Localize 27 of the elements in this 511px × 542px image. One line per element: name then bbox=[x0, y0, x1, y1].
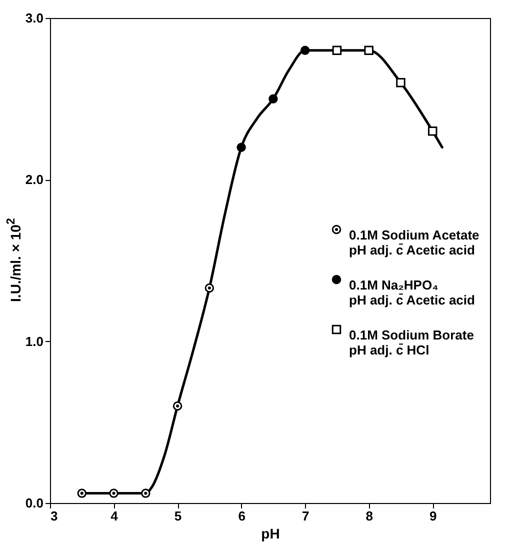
x-tick-label: 4 bbox=[110, 508, 119, 524]
y-tick-label: 2.0 bbox=[25, 172, 44, 188]
point bbox=[204, 283, 214, 293]
point bbox=[141, 488, 150, 498]
x-tick-label: 8 bbox=[366, 508, 373, 524]
x-tick-label: 6 bbox=[238, 508, 246, 524]
point bbox=[77, 488, 87, 498]
x-axis-title: pH bbox=[261, 526, 280, 542]
point bbox=[332, 46, 342, 55]
x-tick-label: 3 bbox=[50, 508, 58, 524]
point bbox=[428, 126, 438, 136]
y-tick-label: 3.0 bbox=[25, 10, 44, 26]
point bbox=[172, 401, 182, 411]
x-tick-label: 7 bbox=[302, 508, 310, 524]
point bbox=[236, 142, 246, 152]
point bbox=[268, 94, 278, 104]
point bbox=[364, 46, 374, 55]
legend-label: 0.1M Sodium Acetate pH adj. c̄ Acetic acid bbox=[349, 228, 480, 258]
x-tick-label: 5 bbox=[174, 508, 182, 524]
y-tick-label: 1.0 bbox=[25, 334, 44, 349]
point bbox=[396, 78, 406, 88]
legend-label: 0.1M Na₂HPO₄ pH adj. c̄ Acetic acid bbox=[349, 278, 476, 308]
y-tick-label: 0.0 bbox=[25, 496, 44, 510]
point bbox=[109, 488, 118, 498]
point bbox=[300, 46, 310, 55]
legend-label: 0.1M Sodium Borate pH adj. c̄ HCl bbox=[349, 328, 474, 358]
x-tick-label: 9 bbox=[429, 508, 437, 524]
